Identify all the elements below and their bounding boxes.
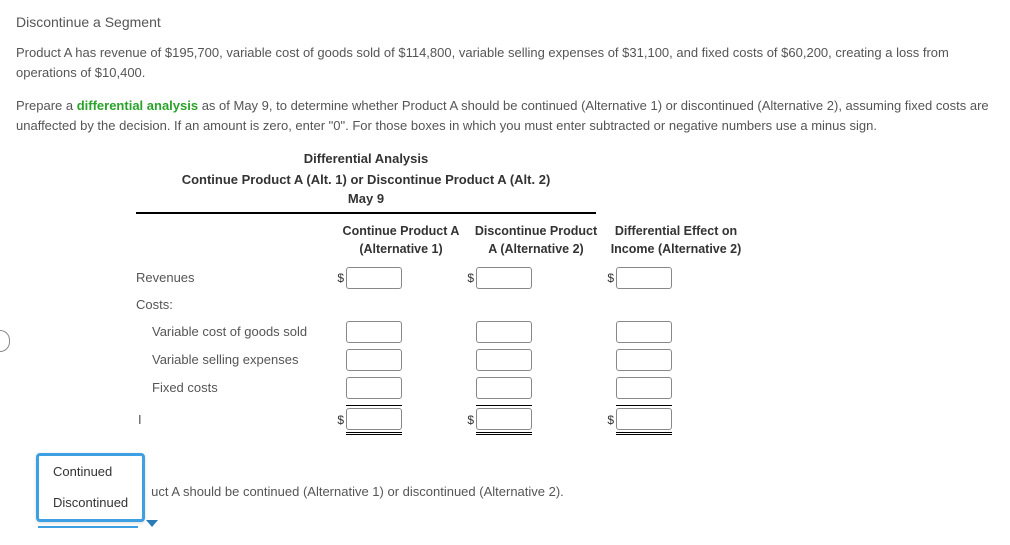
analysis-subheading: Continue Product A (Alt. 1) or Discontin… <box>136 170 596 190</box>
total-alt1-input[interactable] <box>346 408 402 430</box>
decision-dropdown[interactable]: Continued Discontinued <box>36 453 145 528</box>
dropdown-option-discontinued[interactable]: Discontinued <box>39 487 142 519</box>
text: , variable cost of goods sold of <box>219 45 398 60</box>
vcgs-diff-input[interactable] <box>616 321 672 343</box>
vse-alt1-input[interactable] <box>346 349 402 371</box>
revenues-diff-input[interactable] <box>616 267 672 289</box>
dropdown-underline <box>38 526 138 528</box>
col-header-alt1: Continue Product A (Alternative 1) <box>336 220 466 262</box>
row-vse-label: Variable selling expenses <box>136 350 336 370</box>
dollar-sign: $ <box>606 411 614 429</box>
dollar-sign: $ <box>466 411 474 429</box>
side-tab-handle[interactable] <box>0 330 10 352</box>
differential-analysis-link[interactable]: differential analysis <box>77 98 198 113</box>
vse-diff-input[interactable] <box>616 349 672 371</box>
dollar-sign: $ <box>606 269 614 287</box>
revenues-alt1-input[interactable] <box>346 267 402 289</box>
total-alt2-input[interactable] <box>476 408 532 430</box>
text: , variable selling expenses of <box>452 45 623 60</box>
dropdown-option-continued[interactable]: Continued <box>39 456 142 488</box>
row-fixed-label: Fixed costs <box>136 378 336 398</box>
text: Prepare a <box>16 98 77 113</box>
analysis-table: Differential Analysis Continue Product A… <box>136 149 994 435</box>
row-costs-label: Costs: <box>136 295 336 315</box>
text: , and fixed costs of <box>669 45 781 60</box>
dropdown-list[interactable]: Continued Discontinued <box>36 453 145 522</box>
text: Product A has revenue of <box>16 45 165 60</box>
problem-para-1: Product A has revenue of $195,700, varia… <box>16 43 994 82</box>
vse-alt2-input[interactable] <box>476 349 532 371</box>
decision-row: De Continued Discontinued uct A should b… <box>36 453 994 528</box>
fixed-alt1-input[interactable] <box>346 377 402 399</box>
dollar-sign: $ <box>336 269 344 287</box>
dollar-sign: $ <box>336 411 344 429</box>
dollar-sign: $ <box>466 269 474 287</box>
analysis-heading: Differential Analysis <box>136 149 596 169</box>
row-revenues-label: Revenues <box>136 268 336 288</box>
text: . <box>142 65 146 80</box>
problem-para-2: Prepare a differential analysis as of Ma… <box>16 96 994 135</box>
fixed-alt2-input[interactable] <box>476 377 532 399</box>
vcgs-alt1-input[interactable] <box>346 321 402 343</box>
fixed-value: $60,200 <box>781 45 828 60</box>
analysis-date: May 9 <box>136 189 596 214</box>
col-header-alt2: Discontinue Product A (Alternative 2) <box>466 220 606 262</box>
vcgs-value: $114,800 <box>398 45 451 60</box>
revenues-alt2-input[interactable] <box>476 267 532 289</box>
row-total-label: I <box>136 410 336 430</box>
page-title: Discontinue a Segment <box>16 12 994 33</box>
chevron-down-icon[interactable] <box>146 520 158 527</box>
row-vcgs-label: Variable cost of goods sold <box>136 322 336 342</box>
vcgs-alt2-input[interactable] <box>476 321 532 343</box>
fixed-diff-input[interactable] <box>616 377 672 399</box>
vse-value: $31,100 <box>622 45 669 60</box>
total-diff-input[interactable] <box>616 408 672 430</box>
loss-value: $10,400 <box>95 65 142 80</box>
decision-suffix: uct A should be continued (Alternative 1… <box>151 482 564 506</box>
revenue-value: $195,700 <box>165 45 219 60</box>
col-header-diff: Differential Effect on Income (Alternati… <box>606 220 746 262</box>
